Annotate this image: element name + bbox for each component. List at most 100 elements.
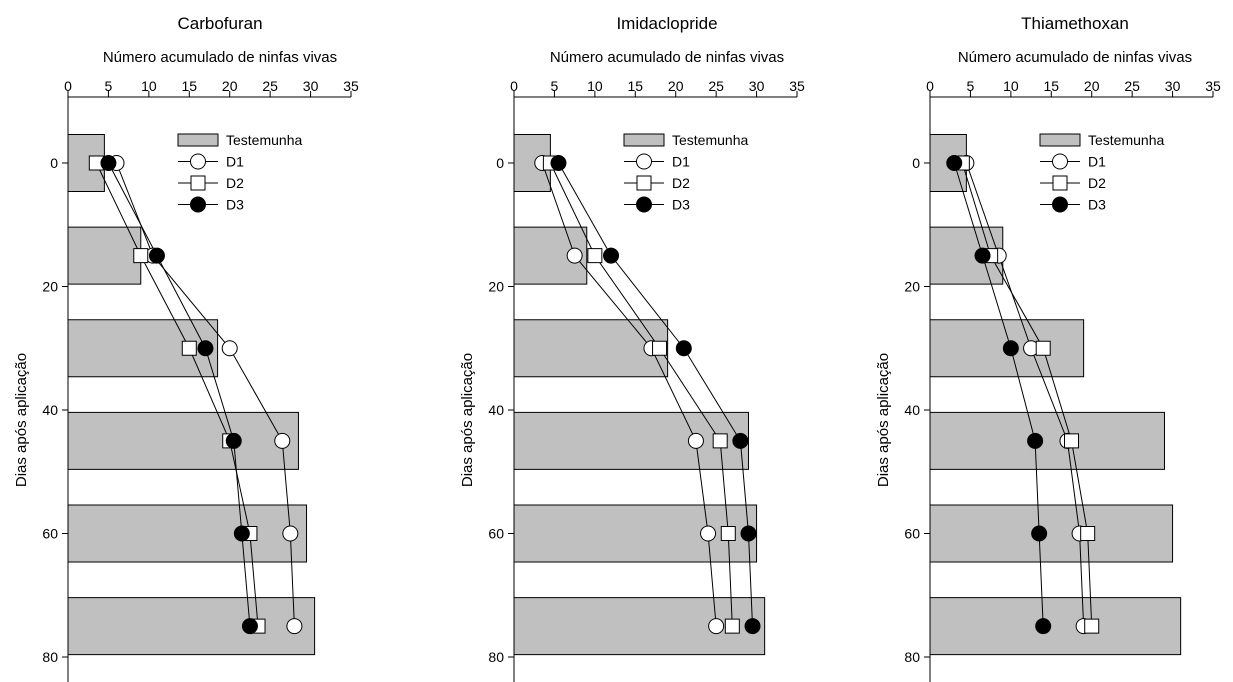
point-d1: [566, 247, 583, 264]
y-axis-label: Dias após aplicação: [13, 353, 30, 487]
point-d3: [100, 155, 117, 171]
x-tick-label: 25: [262, 78, 278, 94]
bar-testemunha: [67, 597, 316, 656]
series-line-d1: [116, 162, 295, 627]
point-d1: [286, 618, 303, 635]
point-d2: [652, 340, 668, 356]
y-tick-label: 80: [488, 649, 504, 665]
point-d2: [1084, 618, 1100, 634]
x-tick-label: 25: [708, 78, 724, 94]
x-axis-label: Número acumulado de ninfas vivas: [958, 49, 1192, 66]
x-tick-label: 5: [105, 78, 113, 94]
point-d2: [1035, 340, 1051, 356]
point-d2: [1064, 433, 1079, 449]
chart-title: Imidaclopride: [616, 14, 717, 33]
point-d1: [282, 525, 299, 542]
x-tick-label: 10: [587, 78, 603, 94]
y-tick-label: 40: [42, 402, 58, 418]
point-d3: [1031, 525, 1048, 542]
legend-marker-d2: [1052, 175, 1068, 191]
legend-label: D3: [1088, 197, 1106, 213]
point-d3: [603, 247, 620, 264]
legend-marker-d3: [1052, 196, 1068, 213]
point-d1: [687, 432, 704, 449]
x-axis-label: Número acumulado de ninfas vivas: [103, 49, 337, 66]
point-d3: [1027, 432, 1044, 449]
point-d3: [1002, 340, 1019, 357]
x-tick-label: 30: [749, 78, 765, 94]
y-axis-label: Dias após aplicação: [459, 353, 476, 487]
point-d3: [740, 525, 757, 542]
bar-testemunha: [67, 411, 299, 470]
chart-title: Carbofuran: [177, 14, 262, 33]
x-tick-label: 15: [181, 78, 197, 94]
point-d3: [233, 525, 250, 542]
x-tick-label: 0: [926, 78, 934, 94]
point-d3: [732, 432, 749, 449]
point-d3: [241, 618, 258, 635]
x-tick-label: 35: [1205, 78, 1221, 94]
point-d3: [550, 155, 567, 171]
bar-testemunha: [67, 226, 142, 285]
point-d1: [221, 340, 238, 357]
x-tick-label: 5: [967, 78, 975, 94]
bar-testemunha: [929, 504, 1174, 563]
legend-label: Testemunha: [1088, 132, 1164, 148]
x-tick-label: 0: [510, 78, 518, 94]
legend-swatch-testemunha: [623, 133, 665, 147]
x-tick-label: 10: [141, 78, 157, 94]
point-d2: [724, 618, 740, 634]
legend-marker-d1: [636, 153, 652, 170]
point-d3: [675, 340, 692, 357]
x-tick-label: 15: [627, 78, 643, 94]
legend-label: Testemunha: [672, 132, 748, 148]
point-d3: [744, 618, 761, 635]
point-d2: [720, 526, 736, 541]
x-tick-label: 35: [343, 78, 359, 94]
legend-marker-d3: [190, 196, 206, 213]
point-d1: [708, 618, 725, 635]
y-tick-label: 0: [496, 155, 504, 171]
y-tick-label: 40: [904, 402, 920, 418]
point-d3: [148, 247, 165, 264]
point-d2: [181, 340, 197, 356]
series-line-d2: [549, 162, 733, 627]
point-d3: [974, 247, 991, 264]
x-tick-label: 5: [551, 78, 559, 94]
chart-panel-0: Carbofuran Número acumulado de ninfas viv…: [13, 14, 359, 682]
legend-marker-d1: [190, 153, 206, 170]
x-tick-label: 30: [303, 78, 319, 94]
y-tick-label: 0: [50, 155, 58, 171]
point-d2: [133, 248, 149, 264]
x-axis-label: Número acumulado de ninfas vivas: [550, 49, 784, 66]
point-d3: [197, 340, 214, 357]
y-tick-label: 20: [488, 279, 504, 295]
bar-testemunha: [929, 411, 1165, 470]
y-tick-label: 60: [42, 526, 58, 542]
legend-label: Testemunha: [226, 132, 302, 148]
legend-swatch-testemunha: [177, 133, 219, 147]
point-d2: [712, 433, 728, 449]
x-tick-label: 15: [1043, 78, 1059, 94]
x-tick-label: 35: [789, 78, 805, 94]
series-line-d3: [107, 162, 251, 627]
x-tick-label: 20: [222, 78, 238, 94]
legend-marker-d2: [190, 175, 206, 191]
legend-label: D2: [226, 175, 244, 191]
y-tick-label: 80: [42, 649, 58, 665]
x-tick-label: 20: [1084, 78, 1100, 94]
bar-testemunha: [513, 319, 669, 378]
series-line-d2: [95, 162, 259, 627]
y-tick-label: 40: [488, 402, 504, 418]
point-d3: [1035, 618, 1052, 635]
chart-title: Thiamethoxan: [1021, 14, 1129, 33]
y-tick-label: 20: [42, 279, 58, 295]
legend-swatch-testemunha: [1039, 133, 1081, 147]
y-tick-label: 0: [912, 155, 920, 171]
series-line-d3: [953, 162, 1044, 627]
x-tick-label: 0: [64, 78, 72, 94]
y-tick-label: 20: [904, 279, 920, 295]
bar-testemunha: [513, 504, 758, 563]
bar-testemunha: [929, 597, 1182, 656]
